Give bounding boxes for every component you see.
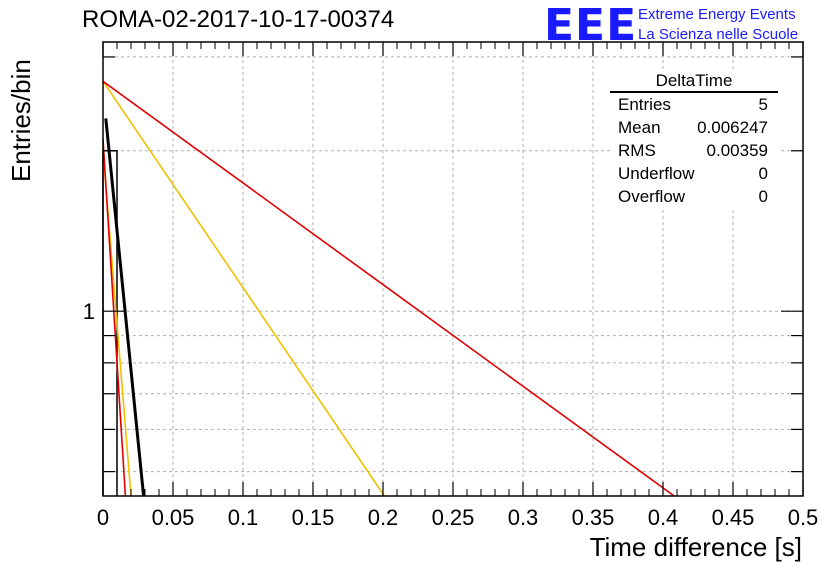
stats-value: 0.006247 — [697, 118, 768, 137]
x-tick-label: 0.25 — [432, 505, 475, 530]
stats-label: Mean — [618, 118, 661, 137]
fit-line — [102, 80, 386, 497]
page-title: ROMA-02-2017-10-17-00374 — [82, 6, 395, 33]
stats-row: Underflow 0 — [610, 162, 778, 185]
x-tick-label: 0.2 — [368, 505, 399, 530]
plot-series — [102, 80, 675, 497]
stats-row: Entries 5 — [610, 93, 778, 116]
x-tick-label: 0.3 — [508, 505, 539, 530]
stats-row: Mean 0.006247 — [610, 116, 778, 139]
x-tick-label: 0 — [97, 505, 109, 530]
x-tick-label: 0.1 — [228, 505, 259, 530]
fit-line — [104, 118, 146, 497]
x-tick-label: 0.5 — [788, 505, 819, 530]
stats-row: Overflow 0 — [610, 185, 778, 208]
y-tick-label: 1 — [83, 299, 95, 324]
stats-label: RMS — [618, 141, 656, 160]
stats-label: Underflow — [618, 164, 695, 183]
x-tick-label: 0.05 — [152, 505, 195, 530]
x-tick-label: 0.15 — [292, 505, 335, 530]
x-tick-label: 0.4 — [648, 505, 679, 530]
eee-logo: EEE Extreme Energy Events La Scienza nel… — [544, 0, 832, 51]
stats-value: 0 — [758, 164, 768, 183]
logo-text-line1: Extreme Energy Events — [638, 6, 796, 23]
x-tick-label: 0.45 — [712, 505, 755, 530]
axes: 0 0.05 0.1 0.15 0.2 0.25 0.3 0.35 0.4 0.45 0.5 1 — [83, 42, 819, 530]
logo-text-line2: La Scienza nelle Scuole — [638, 26, 799, 43]
stats-box: DeltaTime Entries 5 Mean 0.006247 RMS 0.… — [610, 70, 778, 208]
fit-line — [102, 80, 675, 497]
fit-line — [102, 139, 127, 497]
y-axis-label: Entries/bin — [6, 59, 36, 182]
grid — [103, 42, 803, 496]
x-axis-label: Time difference [s] — [589, 532, 802, 562]
stats-value: 0 — [758, 187, 768, 206]
stats-label: Overflow — [618, 187, 686, 206]
stats-label: Entries — [618, 95, 671, 114]
stats-value: 5 — [758, 95, 768, 114]
stats-row: RMS 0.00359 — [610, 139, 778, 162]
x-tick-label: 0.35 — [572, 505, 615, 530]
stats-title: DeltaTime — [610, 70, 778, 93]
stats-value: 0.00359 — [706, 141, 768, 160]
